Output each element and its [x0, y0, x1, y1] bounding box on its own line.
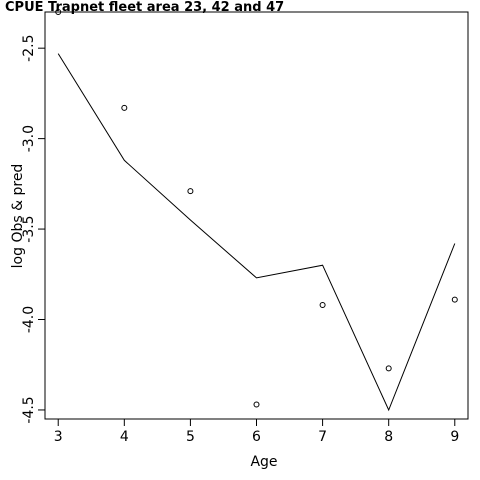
x-tick-label: 4	[120, 429, 129, 445]
x-tick-label: 6	[252, 429, 261, 445]
x-tick-label: 8	[384, 429, 393, 445]
observed-point	[319, 302, 326, 309]
observed-point	[55, 9, 62, 15]
y-axis-label: log Obs & pred	[10, 164, 26, 269]
observed-point	[253, 401, 260, 408]
x-tick-label: 3	[54, 429, 63, 445]
predicted-series	[57, 53, 456, 412]
y-tick-label: -3.0	[21, 125, 37, 152]
observed-point	[187, 188, 194, 195]
plot-frame	[44, 11, 469, 420]
y-tick-label: -4.0	[21, 306, 37, 333]
predicted-line	[57, 53, 456, 412]
x-axis: 3 4 5 6 7 8 9	[54, 419, 459, 445]
x-tick-label: 5	[186, 429, 195, 445]
y-tick-label: -4.5	[21, 396, 37, 423]
x-axis-label: Age	[250, 454, 277, 470]
y-axis: -2.5 -3.0 -3.5 -4.0 -4.5	[21, 35, 45, 424]
observed-series	[55, 9, 458, 408]
x-tick-label: 7	[318, 429, 327, 445]
y-tick-label: -3.5	[21, 215, 37, 242]
observed-point	[121, 104, 128, 111]
observed-point	[385, 365, 392, 372]
chart-title: CPUE Trapnet fleet area 23, 42 and 47	[5, 0, 284, 15]
y-tick-label: -2.5	[21, 35, 37, 62]
observed-point	[451, 296, 458, 303]
x-tick-label: 9	[450, 429, 459, 445]
